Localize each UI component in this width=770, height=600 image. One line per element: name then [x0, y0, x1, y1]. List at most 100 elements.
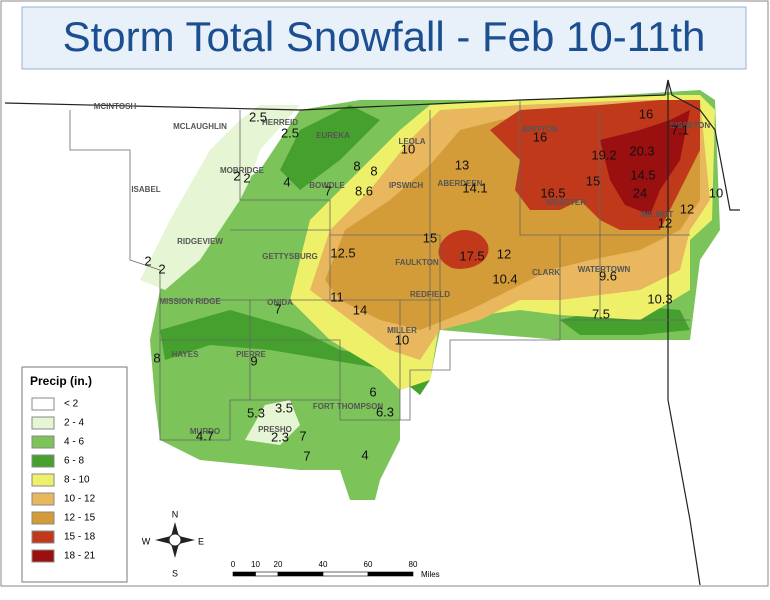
snowfall-report: 11: [330, 289, 344, 304]
town-label: ONIDA: [267, 298, 293, 307]
scale-segment: [232, 571, 256, 577]
contour: [160, 105, 690, 395]
snowfall-report: 8.6: [355, 183, 373, 198]
map-title: Storm Total Snowfall - Feb 10-11th: [63, 13, 706, 60]
snowfall-report: 8: [153, 350, 160, 365]
town-label: MCLAUGHLIN: [173, 122, 227, 131]
snowfall-report: 17.5: [459, 248, 484, 263]
snowfall-report: 9: [250, 353, 257, 368]
town-label: ABERDEEN: [438, 179, 483, 188]
state-border: [667, 80, 701, 586]
snowfall-report: 2: [243, 170, 250, 185]
scale-segment: [322, 571, 369, 577]
title-box: [21, 6, 747, 70]
snowfall-report: 10.3: [647, 291, 672, 306]
snowfall-report: 14: [353, 302, 367, 317]
legend-swatch: [31, 492, 55, 506]
snowfall-report: 10: [709, 185, 723, 200]
town-label: FORT THOMPSON: [313, 402, 383, 411]
state-border: [4, 79, 740, 211]
snowfall-report: 12.5: [330, 245, 355, 260]
town-label: IPSWICH: [389, 181, 423, 190]
snowfall-report: 9.6: [599, 268, 617, 283]
legend-label: 4 - 6: [64, 437, 84, 448]
snowfall-report: 2: [158, 261, 165, 276]
legend-swatch: [31, 549, 55, 563]
snowfall-contours: [140, 90, 720, 500]
compass-s: S: [172, 568, 178, 578]
legend-label: 2 - 4: [64, 418, 84, 429]
snowfall-report: 7: [324, 183, 331, 198]
legend-label: 12 - 15: [64, 513, 96, 524]
town-label: MILLER: [387, 326, 417, 335]
town-label: WEBSTER: [546, 198, 586, 207]
snowfall-report: 12: [658, 215, 672, 230]
snowfall-report: 15: [586, 173, 600, 188]
compass-w: W: [142, 536, 151, 546]
town-label: HERREID: [262, 118, 298, 127]
town-label: EUREKA: [316, 131, 350, 140]
snowfall-report: 3.5: [275, 400, 293, 415]
snowfall-report: 4: [361, 447, 368, 462]
snowfall-report: 7: [303, 448, 310, 463]
legend-swatch: [31, 454, 55, 468]
snowfall-report: 2.5: [281, 125, 299, 140]
snowfall-report: 4.7: [196, 428, 214, 443]
town-label: MCINTOSH: [94, 102, 137, 111]
town-label: SISSETON: [670, 121, 711, 130]
town-label: PRESHO: [258, 425, 292, 434]
snowfall-report: 7.1: [671, 122, 689, 137]
town-label: MISSION RIDGE: [159, 297, 221, 306]
snowfall-report: 8: [353, 158, 360, 173]
scale-segment: [255, 571, 279, 577]
snowfall-report: 7.5: [592, 306, 610, 321]
scale-tick-label: 10: [251, 560, 260, 569]
town-label: WILMOT: [641, 210, 674, 219]
snowfall-report: 7: [274, 301, 281, 316]
town-label: REDFIELD: [410, 290, 450, 299]
legend-swatch: [31, 435, 55, 449]
snowfall-report: 2: [144, 253, 151, 268]
snowfall-report: 10: [401, 141, 415, 156]
snowfall-report: 24: [633, 185, 647, 200]
compass-e: E: [198, 536, 204, 546]
boundaries: [4, 79, 740, 586]
snowfall-report: 13: [455, 157, 469, 172]
legend-label: 15 - 18: [64, 532, 96, 543]
snowfall-report: 14.1: [462, 180, 487, 195]
legend-swatch: [31, 530, 55, 544]
town-label: WATERTOWN: [578, 265, 631, 274]
legend-swatch: [31, 397, 55, 411]
snowfall-report: 8: [370, 163, 377, 178]
snowfall-report: 19.2: [591, 147, 616, 162]
legend-label: < 2: [64, 399, 79, 410]
scale-tick-label: 80: [409, 560, 418, 569]
towns: MCINTOSH MCLAUGHLIN HERREID EUREKA LEOLA MOBR…: [94, 102, 711, 436]
legend-swatch: [31, 473, 55, 487]
snowfall-report: 20.3: [629, 143, 654, 158]
legend-swatch: [31, 416, 55, 430]
scale-tick-label: 20: [274, 560, 283, 569]
town-label: CLARK: [532, 268, 560, 277]
snowfall-report: 14.5: [630, 167, 655, 182]
snowfall-report: 12: [497, 246, 511, 261]
snowfall-report: 16: [639, 106, 653, 121]
town-label: HAYES: [172, 350, 199, 359]
snowfall-report: 12: [680, 201, 694, 216]
snowfall-report: 10.4: [492, 271, 517, 286]
scale-segment: [367, 571, 414, 577]
snowfall-report: 6: [369, 384, 376, 399]
town-label: RIDGEVIEW: [177, 237, 223, 246]
snowfall-report: 16: [533, 129, 547, 144]
town-label: BRITTON: [522, 125, 558, 134]
legend-swatch: [31, 511, 55, 525]
snowfall-report: 2.5: [249, 109, 267, 124]
scale-segment: [277, 571, 324, 577]
scale-tick-label: 60: [364, 560, 373, 569]
town-label: BOWDLE: [309, 181, 345, 190]
snowfall-report: 7: [299, 428, 306, 443]
snowfall-report: 10: [395, 332, 409, 347]
